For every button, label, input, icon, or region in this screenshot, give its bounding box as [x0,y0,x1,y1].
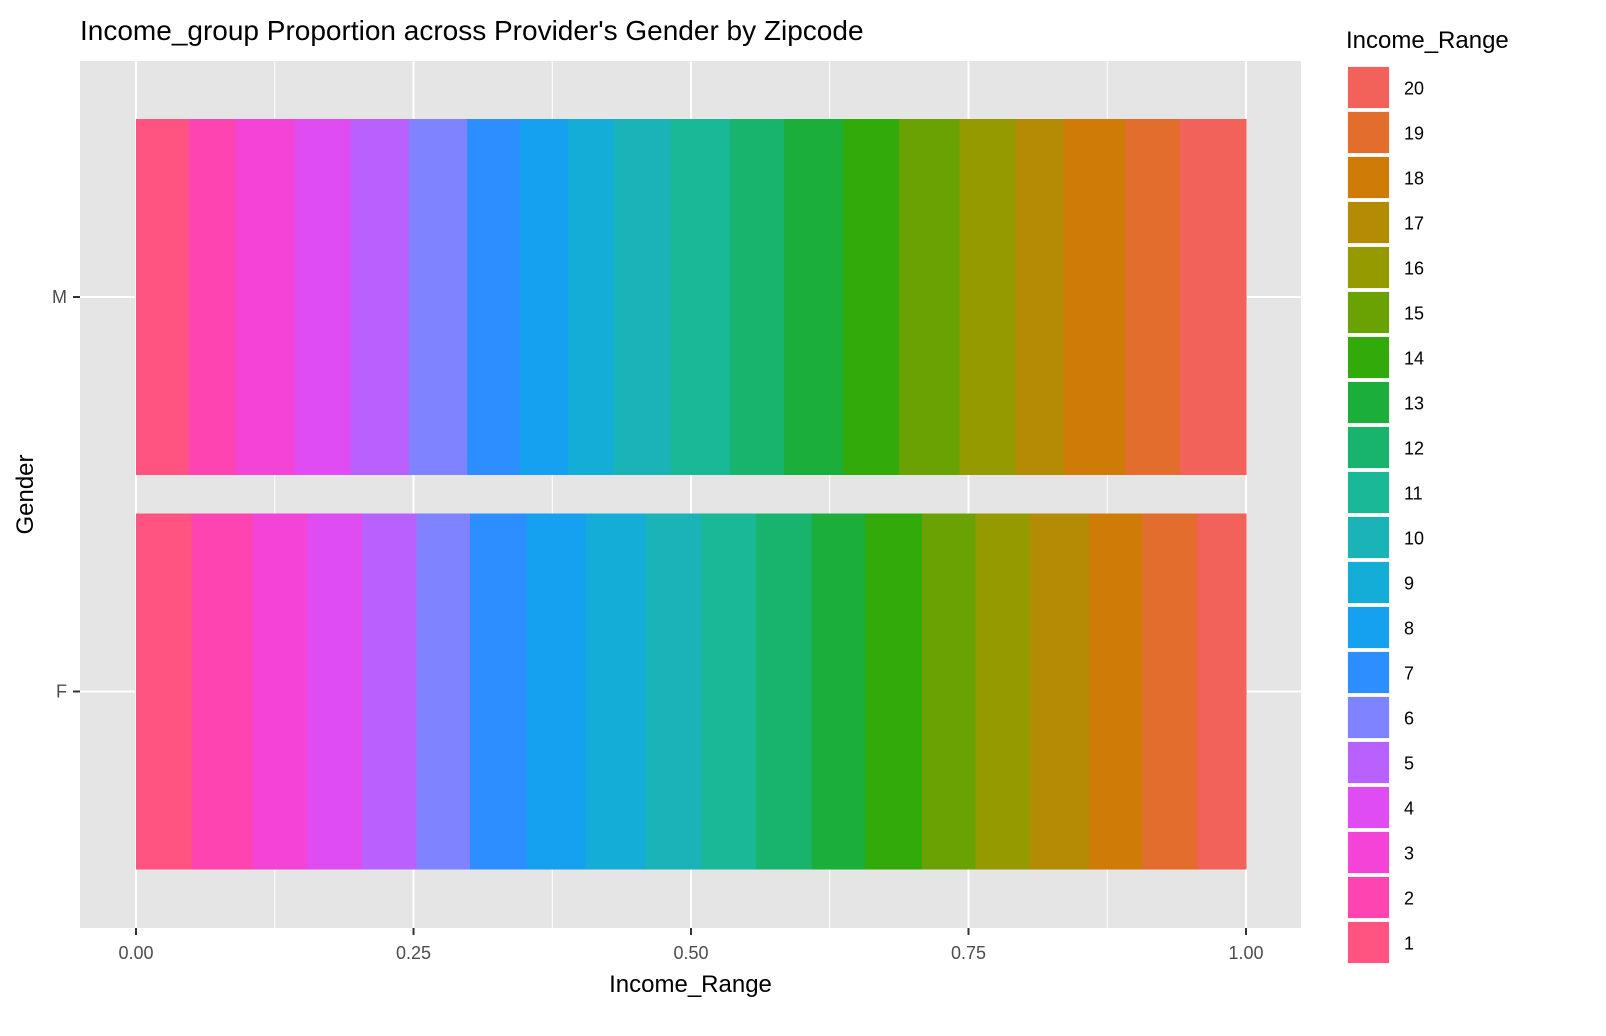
bar-segment-M-5 [350,119,410,475]
bar-segment-F-11 [701,513,757,870]
legend-label-4: 4 [1404,799,1414,819]
x-tick-label: 0.25 [396,943,431,963]
bar-segment-M-17 [1015,119,1065,475]
bar-segment-F-20 [1197,513,1247,870]
bar-segment-F-7 [470,513,528,870]
legend-label-17: 17 [1404,214,1424,234]
bar-segment-F-1 [136,513,193,870]
bar-segment-M-3 [235,119,296,475]
legend-label-14: 14 [1404,349,1424,369]
bar-segment-M-6 [409,119,468,475]
legend-label-16: 16 [1404,259,1424,279]
bar-segment-F-13 [811,513,866,870]
x-tick-label: 0.00 [118,943,153,963]
legend-label-8: 8 [1404,619,1414,639]
legend-label-12: 12 [1404,439,1424,459]
bar-segment-M-1 [136,119,190,475]
bar-segment-F-12 [756,513,813,870]
bar-segment-F-18 [1089,513,1144,870]
bar-segment-M-18 [1063,119,1126,475]
bar-segment-F-3 [252,513,309,870]
bar-segment-F-15 [922,513,977,870]
x-tick-label: 1.00 [1228,943,1263,963]
legend-swatch-18 [1348,157,1389,198]
bar-segment-F-2 [191,513,254,870]
legend-label-18: 18 [1404,169,1424,189]
legend-swatch-9 [1348,562,1389,603]
legend-swatch-8 [1348,607,1389,648]
bar-segment-M-9 [567,119,615,475]
legend-swatch-7 [1348,652,1389,693]
legend-swatch-20 [1348,67,1389,108]
legend-title: Income_Range [1346,27,1509,54]
bar-segment-M-11 [670,119,731,475]
bar-segment-F-14 [865,513,923,870]
bars [136,119,1247,870]
bar-segment-F-5 [362,513,418,870]
legend-swatch-3 [1348,832,1389,873]
legend-label-15: 15 [1404,304,1424,324]
legend-swatch-13 [1348,382,1389,423]
bar-segment-M-2 [188,119,237,475]
legend-swatch-5 [1348,742,1389,783]
legend-swatch-14 [1348,337,1389,378]
bar-segment-F-19 [1142,513,1198,870]
bar-segment-M-16 [959,119,1017,475]
bar-segment-M-14 [843,119,900,475]
x-tick-label: 0.50 [673,943,708,963]
legend-swatch-1 [1348,922,1389,963]
legend-label-20: 20 [1404,79,1424,99]
bar-segment-F-4 [307,513,363,870]
legend-label-10: 10 [1404,529,1424,549]
chart-title: Income_group Proportion across Provider'… [80,15,864,46]
y-axis-title: Gender [12,454,39,534]
legend-label-19: 19 [1404,124,1424,144]
bar-segment-M-13 [783,119,844,475]
legend-swatch-12 [1348,427,1389,468]
legend-label-5: 5 [1404,754,1414,774]
bar-segment-F-17 [1030,513,1090,870]
legend-swatch-2 [1348,877,1389,918]
bar-segment-M-20 [1179,119,1247,475]
legend-label-13: 13 [1404,394,1424,414]
bar-segment-M-12 [730,119,785,475]
legend-label-7: 7 [1404,664,1414,684]
legend-label-1: 1 [1404,934,1414,954]
legend-swatch-4 [1348,787,1389,828]
legend-swatch-10 [1348,517,1389,558]
bar-segment-M-8 [519,119,569,475]
y-tick-label: F [56,682,67,702]
legend-swatch-17 [1348,202,1389,243]
legend-label-2: 2 [1404,889,1414,909]
legend-label-6: 6 [1404,709,1414,729]
bar-segment-F-8 [526,513,587,870]
y-axis: FM [52,287,80,702]
legend-swatch-19 [1348,112,1389,153]
legend-label-11: 11 [1404,484,1423,504]
y-tick-label: M [52,287,67,307]
bar-segment-F-9 [585,513,647,870]
legend: 20 19 18 17 16 15 14 13 12 11 10 9 8 7 6 5 4 3 2 1 [1347,66,1424,964]
legend-swatch-15 [1348,292,1389,333]
bar-segment-M-4 [294,119,352,475]
x-axis: 0.00 0.25 0.50 0.75 1.00 [118,928,1264,963]
bar-segment-M-15 [899,119,961,475]
bar-segment-F-10 [645,513,703,870]
bar-segment-F-6 [416,513,471,870]
bar-segment-M-7 [467,119,521,475]
legend-swatch-16 [1348,247,1389,288]
bar-segment-M-19 [1125,119,1181,475]
bar-segment-M-10 [613,119,672,475]
legend-swatch-6 [1348,697,1389,738]
legend-swatch-11 [1348,472,1389,513]
legend-label-3: 3 [1404,844,1414,864]
x-tick-label: 0.75 [951,943,986,963]
x-axis-title: Income_Range [609,971,772,998]
bar-segment-F-16 [975,513,1031,870]
legend-label-9: 9 [1404,574,1414,594]
